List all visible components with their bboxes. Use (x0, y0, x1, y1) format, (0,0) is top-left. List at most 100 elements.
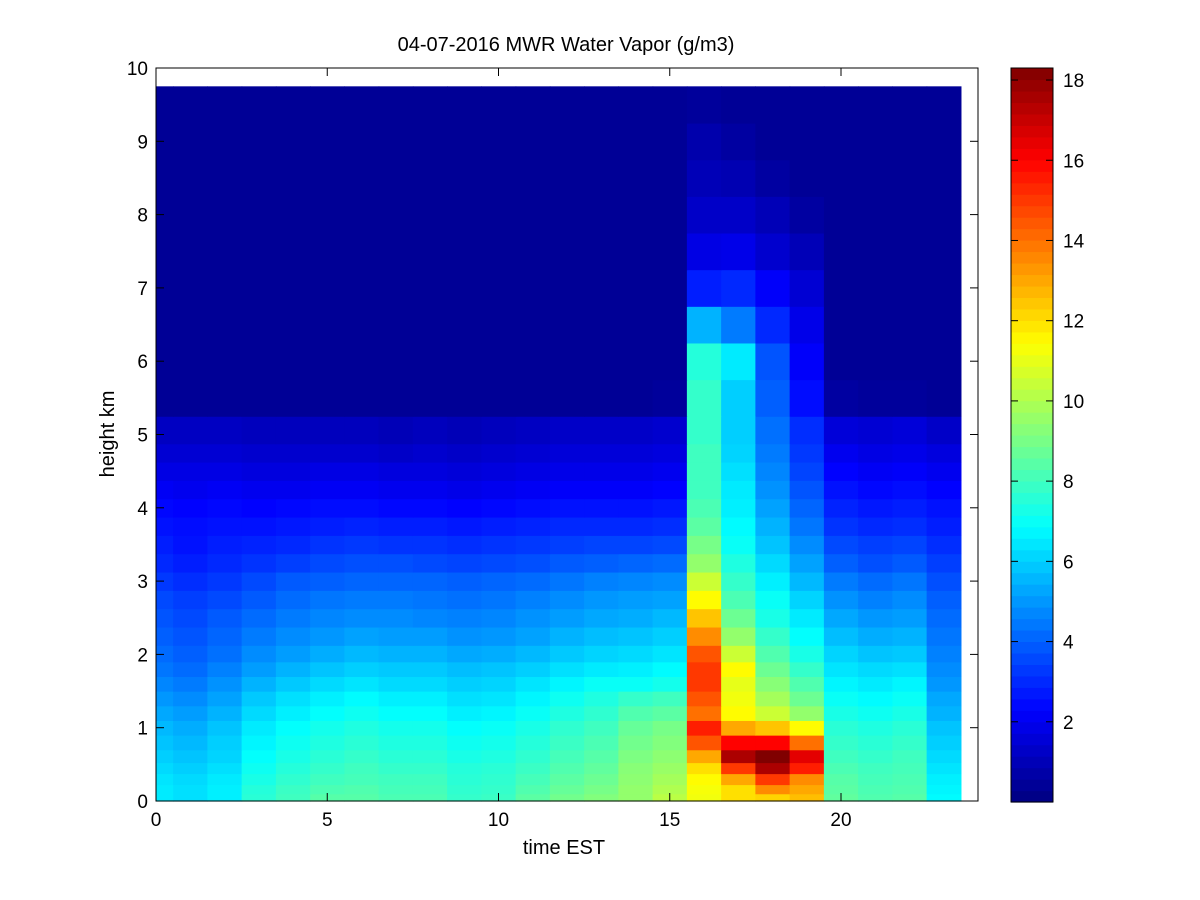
heatmap-cell (823, 122, 859, 161)
heatmap-cell (652, 516, 688, 536)
y-tick-label: 9 (137, 132, 148, 153)
heatmap-cell (275, 553, 311, 573)
heatmap-cell (926, 342, 962, 381)
colorbar-segment (1011, 297, 1053, 310)
heatmap-cell (823, 269, 859, 307)
x-axis-ticks: 0 5 10 15 20 (151, 68, 852, 831)
heatmap-cell (310, 196, 345, 234)
colorbar-segment (1011, 182, 1053, 195)
heatmap-cell (686, 735, 722, 751)
colorbar-segment (1011, 572, 1053, 585)
heatmap-cell (549, 784, 585, 795)
heatmap-cell (823, 608, 859, 628)
heatmap-cell (858, 480, 893, 500)
heatmap-cell (721, 498, 756, 518)
heatmap-cell (686, 122, 722, 161)
heatmap-cell (344, 762, 380, 775)
heatmap-cell (344, 553, 380, 573)
heatmap-cell (447, 773, 482, 786)
heatmap-cell (892, 342, 928, 381)
heatmap-cell (310, 676, 345, 692)
heatmap-cell (447, 232, 482, 271)
heatmap-cell (686, 608, 722, 628)
heatmap-cell (721, 269, 756, 307)
heatmap-cell (686, 232, 722, 271)
heatmap-cell (515, 735, 551, 751)
y-tick-label: 6 (137, 352, 148, 373)
heatmap-cell (241, 269, 277, 307)
heatmap-cell (789, 661, 825, 677)
heatmap-cell (447, 535, 482, 555)
heatmap-cell (344, 86, 380, 124)
heatmap-cell (412, 306, 448, 344)
heatmap-cell (207, 590, 243, 610)
heatmap-cell (447, 516, 482, 536)
heatmap-cell (858, 86, 893, 124)
heatmap-cell (241, 516, 277, 536)
heatmap-cell (156, 691, 174, 707)
heatmap-cell (618, 735, 654, 751)
heatmap-cell (926, 306, 962, 344)
heatmap-cell (618, 553, 654, 573)
heatmap-cell (755, 498, 791, 518)
heatmap-cell (481, 498, 517, 518)
heatmap-cell (892, 661, 928, 677)
heatmap-cell (481, 443, 517, 463)
heatmap-cell (207, 159, 243, 197)
heatmap-cell (378, 498, 414, 518)
heatmap-cell (412, 762, 448, 775)
heatmap-cell (823, 196, 859, 234)
heatmap-cell (549, 762, 585, 775)
y-tick-label: 4 (137, 499, 148, 520)
colorbar-tick-label: 4 (1063, 633, 1074, 654)
heatmap-cell (926, 645, 962, 663)
heatmap-cell (789, 793, 825, 802)
heatmap-cell (584, 793, 619, 802)
heatmap-cell (344, 735, 380, 751)
heatmap-cell (241, 720, 277, 736)
heatmap-cell (652, 590, 688, 610)
heatmap-cell (618, 676, 654, 692)
heatmap-cell (412, 676, 448, 692)
colorbar-segment (1011, 159, 1053, 172)
heatmap-cell (789, 608, 825, 628)
colorbar-segment (1011, 171, 1053, 184)
colorbar-segment (1011, 446, 1053, 459)
heatmap-cell (447, 661, 482, 677)
heatmap-cell (344, 122, 380, 161)
heatmap-cell (618, 661, 654, 677)
heatmap-cell (549, 269, 585, 307)
heatmap-cell (156, 232, 174, 271)
heatmap-cell (618, 159, 654, 197)
heatmap-cell (207, 773, 243, 786)
colorbar-segment (1011, 687, 1053, 700)
colorbar-tick-label: 6 (1063, 552, 1074, 573)
heatmap-cell (755, 793, 791, 802)
heatmap-cell (447, 122, 482, 161)
heatmap-cell (858, 159, 893, 197)
heatmap-cell (755, 461, 791, 481)
heatmap-cell (755, 590, 791, 610)
heatmap-cell (686, 196, 722, 234)
heatmap-cell (275, 196, 311, 234)
heatmap-cell (515, 443, 551, 463)
heatmap-cell (447, 443, 482, 463)
heatmap-cell (481, 196, 517, 234)
heatmap-cell (515, 705, 551, 721)
heatmap-cell (275, 571, 311, 591)
heatmap-cell (755, 196, 791, 234)
heatmap-cell (344, 159, 380, 197)
heatmap-cell (926, 461, 962, 481)
heatmap-cell (618, 516, 654, 536)
heatmap-cell (344, 516, 380, 536)
colorbar-segment (1011, 675, 1053, 688)
heatmap-cell (207, 571, 243, 591)
colorbar-segment (1011, 561, 1053, 574)
heatmap-cell (858, 590, 893, 610)
colorbar-segment (1011, 217, 1053, 230)
heatmap-cell (275, 626, 311, 646)
heatmap-cell (549, 196, 585, 234)
heatmap-cell (686, 306, 722, 344)
heatmap-cell (584, 232, 619, 271)
heatmap-cell (207, 691, 243, 707)
